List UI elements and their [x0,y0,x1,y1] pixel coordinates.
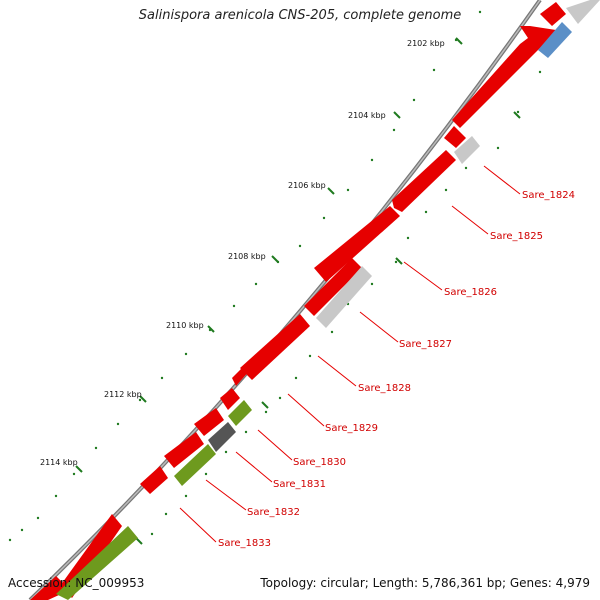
tick-label-2108: 2108 kbp [228,252,266,261]
feature-cds[interactable] [240,314,310,380]
feature-other[interactable] [538,22,572,58]
feature-cds[interactable] [392,150,456,212]
feature-cds[interactable] [452,26,556,128]
feature-pseudo[interactable] [316,266,372,328]
gene-label[interactable]: Sare_1825 [490,231,543,242]
gene-label[interactable]: Sare_1829 [325,423,378,434]
feature-cds[interactable] [314,206,400,282]
map-title: Salinispora arenicola CNS-205, complete … [138,8,462,23]
gene-label[interactable]: Sare_1831 [273,479,326,490]
genome-summary-text: Topology: circular; Length: 5,786,361 bp… [260,576,590,590]
feature-cds[interactable] [194,408,224,436]
feature-pseudo[interactable] [454,136,480,164]
tick-label-2106: 2106 kbp [288,181,326,190]
feature-cds[interactable] [164,432,204,468]
gene-label[interactable]: Sare_1826 [444,287,497,298]
tick-label-2104: 2104 kbp [348,111,386,120]
feature-pseudo[interactable] [566,0,600,24]
feature-cds[interactable] [540,2,566,26]
feature-other[interactable] [208,422,236,452]
feature-cds[interactable] [444,126,466,148]
reverse-strand-features [56,0,600,600]
feature-rna[interactable] [228,400,252,426]
label-leaders [179,165,521,543]
gene-label[interactable]: Sare_1830 [293,457,346,468]
feature-rna[interactable] [174,444,216,486]
tick-label-2102: 2102 kbp [407,39,445,48]
feature-cds[interactable] [304,258,362,316]
feature-cds[interactable] [232,362,250,386]
gene-labels: Sare_1824 Sare_1825 Sare_1826 Sare_1827 … [218,190,575,549]
feature-cds[interactable] [140,466,168,494]
tick-label-2114: 2114 kbp [40,458,78,467]
feature-cds[interactable] [220,388,240,410]
tick-ring-outer [8,10,482,542]
tick-label-2110: 2110 kbp [166,321,204,330]
gene-label[interactable]: Sare_1828 [358,383,411,394]
gene-label[interactable]: Sare_1833 [218,538,271,549]
kbp-ticks: 2102 kbp 2104 kbp 2106 kbp 2108 kbp 2110… [40,37,521,545]
gene-label[interactable]: Sare_1827 [399,339,452,350]
accession-text: Accession: NC_009953 [8,576,145,590]
tick-ring-inner [150,70,542,536]
gene-label[interactable]: Sare_1832 [247,507,300,518]
tick-label-2112: 2112 kbp [104,390,142,399]
gene-label[interactable]: Sare_1824 [522,190,575,201]
feature-rna[interactable] [56,526,138,600]
